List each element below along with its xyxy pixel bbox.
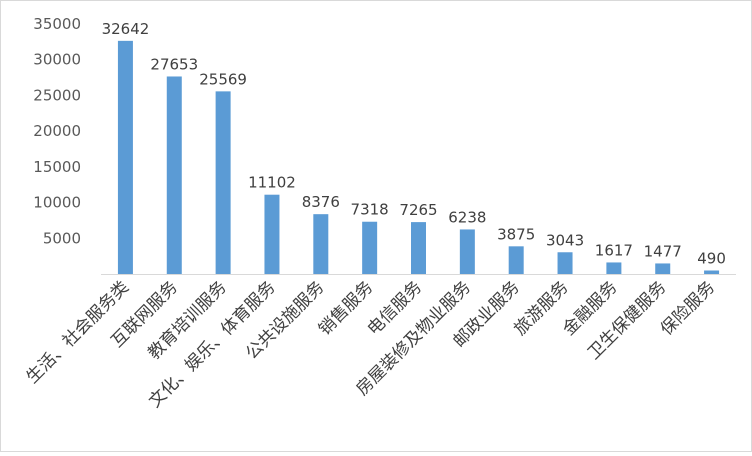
data-label: 32642: [102, 20, 150, 38]
data-label: 3875: [497, 225, 535, 243]
data-label: 1617: [595, 241, 633, 259]
bar: [557, 252, 573, 274]
data-label: 3043: [546, 231, 584, 249]
data-label: 7318: [351, 201, 389, 219]
bar: [606, 262, 622, 274]
y-tick-label: 35000: [33, 15, 81, 33]
y-axis-ticks: 5000 10000 15000 20000 25000 30000 35000: [33, 15, 81, 247]
data-label: 8376: [302, 193, 340, 211]
bar: [166, 76, 182, 274]
bar: [362, 221, 378, 274]
data-label: 25569: [199, 70, 247, 88]
data-label: 7265: [399, 201, 437, 219]
y-tick-label: 15000: [33, 158, 81, 176]
bar: [459, 229, 475, 274]
bar: [117, 40, 133, 274]
data-label: 6238: [448, 208, 486, 226]
y-tick-label: 5000: [43, 229, 81, 247]
data-label: 1477: [644, 242, 682, 260]
x-axis-ticks: 生活、社会服务类互联网服务教育培训服务文化、娱乐、体育服务公共设施服务销售服务电…: [23, 277, 719, 411]
bars: [117, 40, 720, 274]
data-label: 490: [697, 250, 726, 268]
y-tick-label: 30000: [33, 51, 81, 69]
data-label: 11102: [248, 174, 296, 192]
y-tick-label: 25000: [33, 86, 81, 104]
y-tick-label: 10000: [33, 194, 81, 212]
bar: [411, 222, 426, 274]
bar: [215, 91, 231, 274]
x-tick-label: 保险服务: [657, 277, 719, 339]
data-label: 27653: [150, 55, 198, 73]
y-tick-label: 20000: [33, 122, 81, 140]
bar: [655, 263, 671, 274]
bar: [313, 214, 329, 274]
bar: [264, 194, 280, 274]
bar: [508, 246, 524, 274]
bar: [704, 270, 720, 274]
